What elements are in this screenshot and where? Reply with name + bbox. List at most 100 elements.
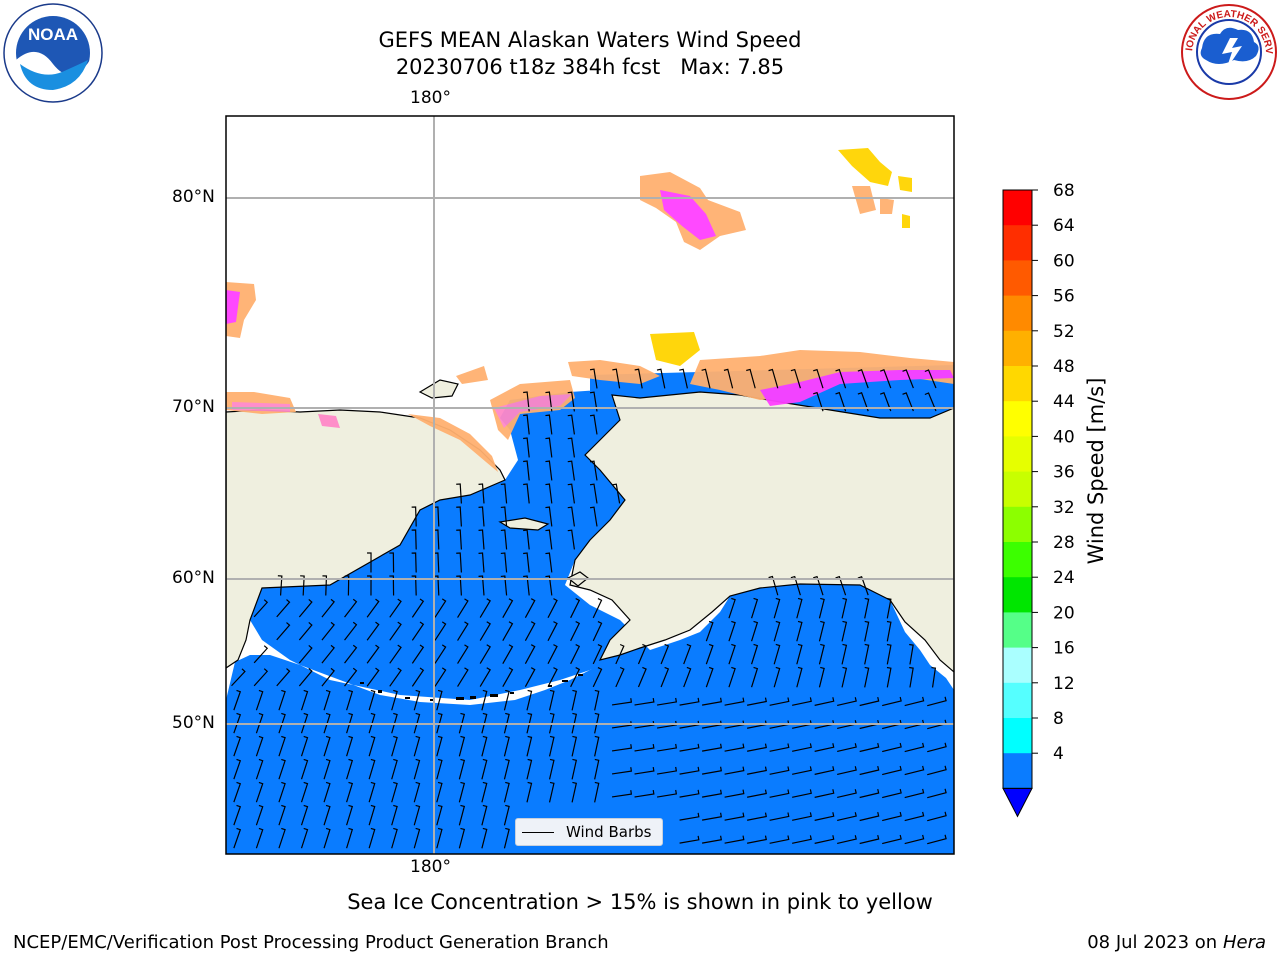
wind-barb xyxy=(481,689,488,711)
wind-barb xyxy=(389,575,395,596)
wind-barb xyxy=(321,667,335,687)
colorbar-segment xyxy=(1003,471,1032,508)
wind-barb xyxy=(391,758,398,780)
wind-barb xyxy=(457,667,469,687)
wind-barb xyxy=(433,506,440,527)
wind-barb xyxy=(882,742,902,753)
wind-barb xyxy=(503,781,510,803)
wind-barb xyxy=(500,506,508,527)
wind-barb xyxy=(750,666,759,688)
wind-barb xyxy=(523,483,530,504)
wind-barb xyxy=(368,804,376,826)
wind-barb xyxy=(481,758,488,780)
wind-barb xyxy=(255,781,264,803)
wind-barb xyxy=(835,368,847,389)
wind-barb xyxy=(411,644,425,664)
wind-barb xyxy=(813,391,824,412)
wind-barb xyxy=(368,712,376,734)
wind-barb xyxy=(458,758,466,780)
wind-barb xyxy=(457,644,469,664)
wind-barb xyxy=(344,598,358,618)
wind-barb xyxy=(346,712,354,734)
wind-barb xyxy=(255,758,264,780)
wind-barb xyxy=(747,743,767,752)
colorbar-tick-label: 36 xyxy=(1053,463,1075,483)
wind-barb xyxy=(526,689,533,711)
wind-barb xyxy=(747,789,767,798)
wind-barb xyxy=(255,712,264,734)
colorbar-tick-label: 48 xyxy=(1053,357,1075,377)
wind-barb xyxy=(747,697,767,706)
wind-barb xyxy=(298,598,313,618)
wind-barb xyxy=(634,766,655,775)
wind-barb xyxy=(255,735,264,757)
wind-barb xyxy=(813,575,824,596)
wind-barb xyxy=(413,804,421,826)
wind-barb xyxy=(768,368,779,389)
wind-barb xyxy=(526,781,533,803)
legend-label: Wind Barbs xyxy=(566,823,652,841)
wind-barb xyxy=(814,835,835,844)
wind-barb xyxy=(904,834,925,845)
wind-barb xyxy=(548,689,555,711)
wind-barb xyxy=(368,827,376,849)
wind-barb xyxy=(796,620,803,642)
wind-barb xyxy=(909,666,914,688)
wind-barb xyxy=(679,697,700,706)
wind-barb xyxy=(367,552,372,573)
wind-barb xyxy=(571,735,578,757)
wind-barb xyxy=(545,552,553,573)
colorbar-segment xyxy=(1003,260,1032,297)
wind-barb xyxy=(481,781,488,803)
wind-barb xyxy=(457,598,469,618)
colorbar-tick-label: 20 xyxy=(1053,603,1075,623)
wind-barb xyxy=(503,804,510,826)
wind-barb xyxy=(548,712,555,734)
land-wrangel xyxy=(418,379,459,399)
wind-barb xyxy=(746,368,756,389)
wind-barb xyxy=(927,742,947,753)
wind-barb xyxy=(503,712,510,734)
colorbar: 68 64 60 56 52 48 44 40 36 32 28 24 20 16 12 8 4 xyxy=(1002,181,1075,818)
colorbar-tick-label: 68 xyxy=(1053,181,1075,201)
sea-ice-note: Sea Ice Concentration > 15% is shown in … xyxy=(347,890,933,914)
wind-barb xyxy=(773,666,781,688)
wind-barb xyxy=(502,598,514,618)
wind-barb xyxy=(660,643,670,665)
wind-barb xyxy=(904,788,925,799)
wind-barb xyxy=(436,827,443,849)
wind-barb xyxy=(545,483,553,504)
wind-barb xyxy=(724,812,745,821)
wind-barb xyxy=(882,811,902,822)
wind-barb xyxy=(523,437,530,458)
wind-barb xyxy=(545,506,553,527)
wind-barb xyxy=(368,781,376,803)
wind-barb xyxy=(481,827,488,849)
colorbar-segment xyxy=(1003,330,1032,367)
wind-barb xyxy=(924,392,937,412)
wind-barb xyxy=(436,689,443,711)
wind-barb xyxy=(611,767,633,775)
lon-label-bottom: 180° xyxy=(410,857,451,877)
wind-barb xyxy=(479,667,491,687)
lon-label-top: 180° xyxy=(410,88,451,108)
wind-barb xyxy=(344,621,358,641)
wind-barb xyxy=(391,781,398,803)
wind-barb xyxy=(458,804,466,826)
wind-barb xyxy=(886,643,892,665)
wind-barb xyxy=(611,698,633,706)
wind-barb xyxy=(502,644,514,664)
wind-barb xyxy=(478,483,485,504)
wind-barb xyxy=(346,781,354,803)
wind-barb xyxy=(747,835,767,844)
wind-barb xyxy=(456,506,462,527)
wind-barb xyxy=(548,781,555,803)
wind-barb xyxy=(796,643,803,665)
colorbar-label: Wind Speed [m/s] xyxy=(1084,377,1108,565)
wind-barb xyxy=(882,765,902,776)
wind-barb xyxy=(594,689,600,711)
wind-barb xyxy=(902,392,914,412)
wind-barb xyxy=(524,621,536,641)
wind-barb xyxy=(615,643,625,665)
